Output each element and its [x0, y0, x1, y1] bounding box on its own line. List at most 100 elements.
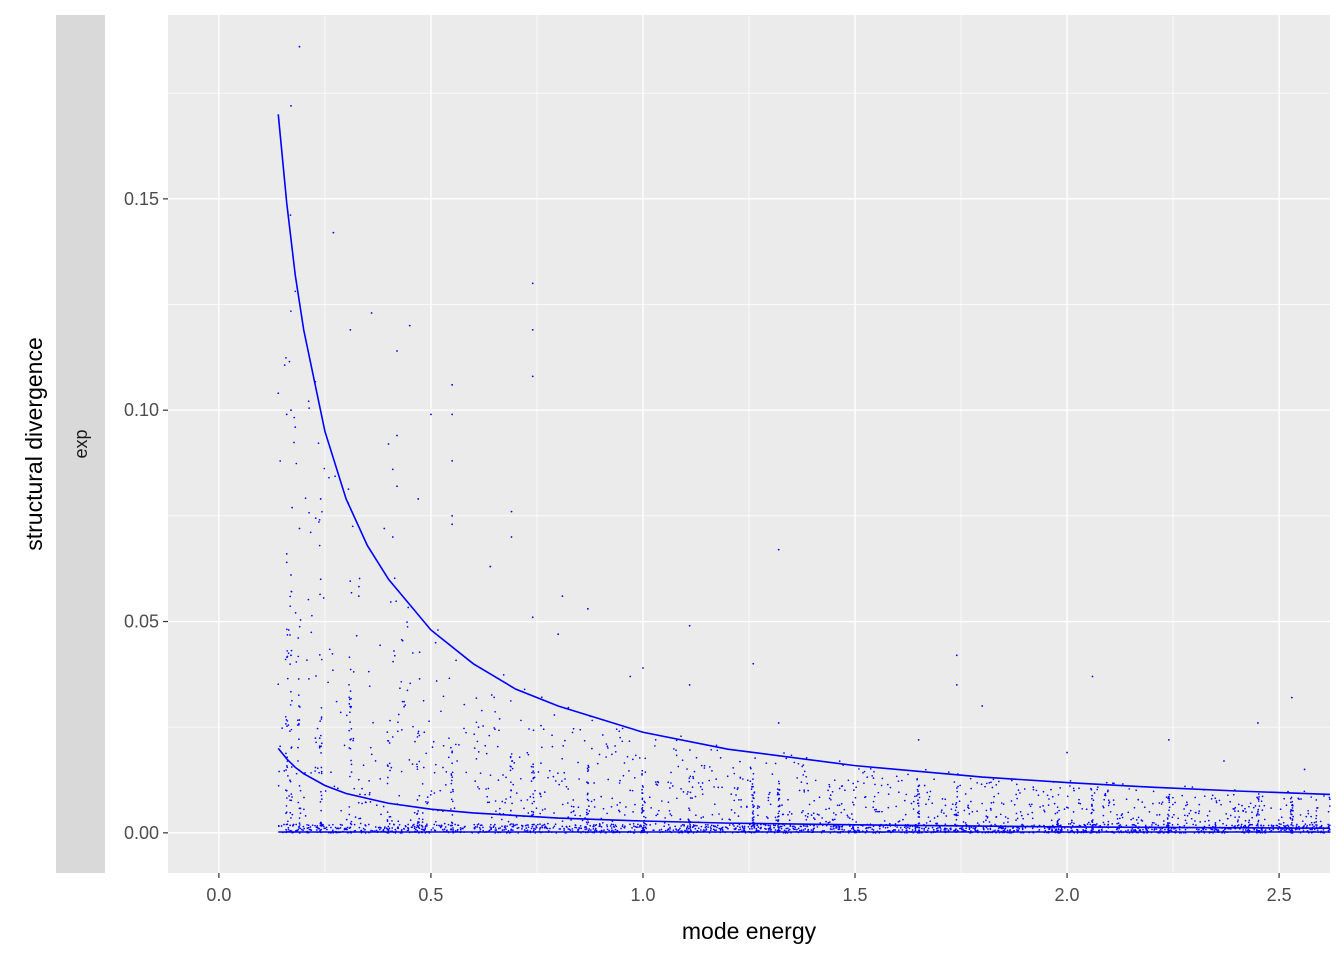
- data-point: [418, 678, 421, 680]
- data-point: [703, 764, 706, 767]
- data-point: [434, 829, 437, 832]
- data-point: [686, 825, 689, 827]
- data-point: [450, 798, 453, 801]
- data-point: [857, 829, 860, 832]
- data-point: [689, 829, 692, 831]
- data-point: [486, 795, 489, 798]
- data-point: [1137, 798, 1140, 801]
- data-point: [463, 727, 465, 730]
- data-point: [1055, 828, 1057, 830]
- data-point: [585, 811, 588, 814]
- data-point: [1084, 824, 1087, 827]
- data-point: [753, 825, 756, 828]
- data-point: [1202, 828, 1204, 831]
- data-point: [932, 828, 935, 831]
- data-point: [1261, 829, 1263, 832]
- data-point: [299, 812, 302, 815]
- data-point: [298, 719, 301, 721]
- data-point: [451, 460, 454, 462]
- data-point: [1059, 787, 1062, 789]
- data-point: [332, 829, 334, 832]
- data-point: [547, 822, 549, 825]
- data-point: [320, 790, 322, 793]
- data-point: [1127, 829, 1129, 831]
- data-point: [297, 801, 300, 804]
- data-point: [350, 591, 353, 594]
- data-point: [689, 823, 691, 826]
- data-point: [290, 799, 293, 802]
- data-point: [348, 696, 351, 699]
- data-point: [362, 827, 365, 830]
- data-point: [379, 777, 382, 780]
- data-point: [875, 810, 877, 813]
- data-point: [1137, 816, 1140, 819]
- data-point: [393, 650, 395, 652]
- data-point: [1053, 802, 1056, 805]
- data-point: [352, 739, 354, 742]
- data-point: [1242, 825, 1245, 828]
- data-point: [914, 827, 917, 830]
- data-point: [863, 796, 866, 799]
- scatter-points: [277, 45, 1331, 834]
- data-point: [280, 825, 283, 827]
- data-point: [865, 806, 867, 809]
- data-point: [592, 827, 595, 830]
- data-point: [964, 822, 967, 824]
- data-point: [770, 828, 772, 831]
- data-point: [374, 760, 377, 762]
- data-point: [901, 829, 904, 831]
- data-point: [534, 828, 537, 830]
- data-point: [777, 799, 780, 801]
- data-point: [1215, 801, 1218, 804]
- data-point: [569, 829, 572, 831]
- data-point: [600, 795, 603, 798]
- data-point: [1178, 828, 1181, 831]
- data-point: [797, 762, 800, 765]
- data-point: [1175, 829, 1177, 832]
- data-point: [1099, 824, 1102, 827]
- data-point: [936, 822, 938, 825]
- data-point: [281, 727, 283, 729]
- data-point: [670, 814, 673, 817]
- data-point: [1309, 823, 1311, 826]
- data-point: [941, 798, 944, 800]
- data-point: [990, 802, 993, 804]
- data-point: [482, 826, 484, 829]
- data-point: [655, 783, 658, 786]
- data-point: [285, 752, 287, 755]
- data-point: [682, 790, 685, 793]
- data-point: [336, 827, 339, 829]
- data-point: [1184, 785, 1186, 788]
- data-point: [494, 710, 496, 713]
- data-point: [700, 825, 703, 828]
- data-point: [827, 789, 829, 792]
- data-point: [552, 826, 555, 829]
- data-point: [1257, 810, 1259, 813]
- data-point: [557, 633, 560, 636]
- data-point: [566, 802, 569, 804]
- data-point: [318, 827, 320, 830]
- data-point: [320, 794, 323, 797]
- data-point: [884, 826, 887, 829]
- data-point: [578, 778, 580, 780]
- data-point: [622, 774, 625, 777]
- data-point: [656, 784, 659, 786]
- data-point: [580, 827, 583, 830]
- data-point: [788, 811, 791, 813]
- data-point: [769, 803, 772, 806]
- data-point: [287, 826, 290, 829]
- data-point: [1277, 819, 1280, 821]
- data-point: [1155, 823, 1157, 826]
- data-point: [619, 779, 621, 782]
- data-point: [625, 806, 627, 808]
- data-point: [715, 778, 718, 780]
- data-point: [688, 684, 691, 686]
- data-point: [1016, 817, 1019, 820]
- data-point: [507, 820, 510, 823]
- data-point: [1102, 806, 1105, 809]
- data-point: [1323, 795, 1325, 797]
- data-point: [756, 807, 759, 810]
- data-point: [286, 677, 289, 680]
- data-point: [451, 751, 453, 754]
- data-point: [759, 827, 762, 830]
